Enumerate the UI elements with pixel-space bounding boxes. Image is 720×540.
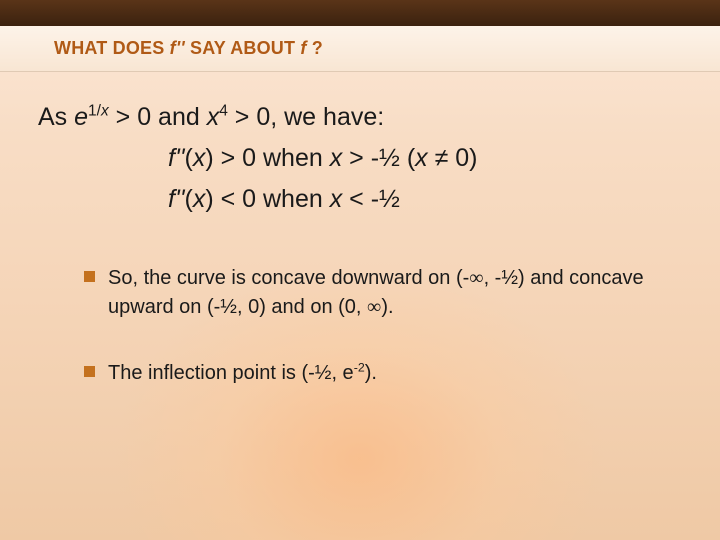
line-1: As e1/x > 0 and x4 > 0, we have:	[38, 98, 682, 137]
b2-a: The inflection point is (-½, e	[108, 362, 354, 384]
title-text-mid: SAY ABOUT	[185, 38, 301, 58]
b2-exp: -2	[354, 360, 365, 374]
l1-a: As	[38, 103, 74, 131]
title-f: f	[300, 38, 311, 58]
l2-c: > -½ (	[342, 144, 415, 172]
line-2: f''(x) > 0 when x > -½ (x ≠ 0)	[38, 139, 682, 178]
l2-fn: f''	[168, 144, 185, 172]
slide-header: WHAT DOES f'' SAY ABOUT f ?	[0, 26, 720, 72]
l2-d: ≠ 0)	[428, 144, 478, 172]
top-dark-bar	[0, 0, 720, 26]
l1-e: e	[74, 103, 88, 131]
l1-exp1: 1/x	[88, 103, 109, 120]
b1-inf2: ∞	[367, 296, 381, 318]
l3-c: < -½	[342, 185, 400, 213]
b2-b: ).	[365, 362, 377, 384]
slide-content: As e1/x > 0 and x4 > 0, we have: f''(x) …	[0, 84, 720, 540]
title-text-post: ?	[312, 38, 323, 58]
l1-x: x	[207, 103, 220, 131]
l2-x2: x	[330, 144, 343, 172]
l3-a: (	[185, 185, 193, 213]
bullet-list: So, the curve is concave downward on (-∞…	[38, 264, 682, 387]
l1-c: > 0, we have:	[228, 103, 384, 131]
b1-a: So, the curve is concave downward on (-	[108, 267, 469, 289]
l2-b: ) > 0 when	[205, 144, 329, 172]
l1-exp4: 4	[219, 103, 228, 120]
l3-fn: f''	[168, 185, 185, 213]
l3-x: x	[193, 185, 206, 213]
l2-x: x	[193, 144, 206, 172]
l2-a: (	[185, 144, 193, 172]
l3-x2: x	[330, 185, 343, 213]
title-text-pre: WHAT DOES	[54, 38, 170, 58]
b1-c: ).	[381, 296, 393, 318]
line-3: f''(x) < 0 when x < -½	[38, 180, 682, 219]
slide-title: WHAT DOES f'' SAY ABOUT f ?	[54, 38, 323, 59]
l1-exp1-t: 1/	[88, 103, 101, 120]
bullet-2: The inflection point is (-½, e-2).	[84, 359, 662, 387]
l1-b: > 0 and	[109, 103, 207, 131]
bullet-1: So, the curve is concave downward on (-∞…	[84, 264, 662, 321]
b1-inf1: ∞	[469, 267, 483, 289]
l3-b: ) < 0 when	[205, 185, 329, 213]
title-fn: f''	[170, 38, 185, 58]
l2-x3: x	[415, 144, 428, 172]
l1-expx: x	[101, 103, 109, 120]
